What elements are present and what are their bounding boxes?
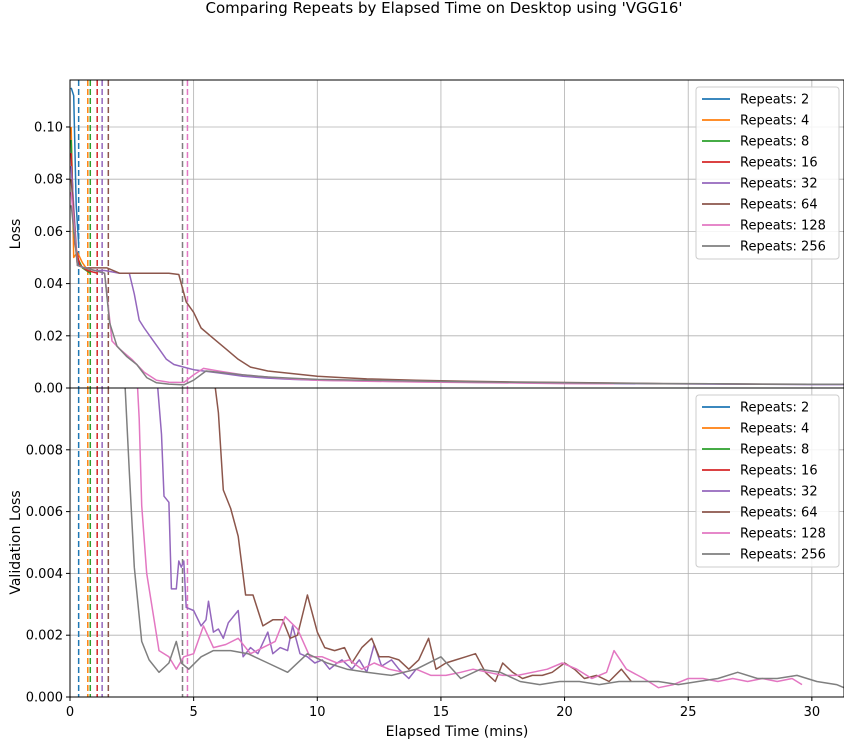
legend-label: Repeats: 256: [740, 548, 826, 563]
x-tick-label: 25: [680, 705, 697, 720]
y-tick-label: 0.00: [34, 382, 63, 397]
legend-label: Repeats: 32: [740, 485, 818, 500]
y-tick-label: 0.002: [26, 629, 63, 644]
y-tick-label: 0.006: [26, 505, 63, 520]
validation-loss-y-axis-label: Validation Loss: [8, 490, 24, 594]
legend-label: Repeats: 4: [740, 422, 809, 437]
series-line-repeats-128: [70, 192, 615, 385]
x-tick-label: 30: [804, 705, 821, 720]
legend-label: Repeats: 2: [740, 93, 809, 108]
legend-label: Repeats: 8: [740, 135, 809, 150]
y-tick-label: 0.04: [34, 277, 63, 292]
y-tick-label: 0.004: [26, 567, 63, 582]
legend-box: [695, 394, 840, 568]
plot-frame: [69, 387, 844, 698]
y-tick-label: 0.06: [34, 225, 63, 240]
legend-box: [695, 86, 840, 260]
legend-label: Repeats: 16: [740, 156, 818, 171]
legend-label: Repeats: 32: [740, 177, 818, 192]
y-tick-label: 0.008: [26, 443, 63, 458]
legend-label: Repeats: 8: [740, 443, 809, 458]
y-tick-label: 0.08: [34, 173, 63, 188]
legend-label: Repeats: 256: [740, 240, 826, 255]
series-line-repeats-64: [214, 388, 632, 683]
x-tick-label: 20: [556, 705, 573, 720]
series-line-repeats-32: [156, 388, 417, 680]
y-tick-label: 0.10: [34, 120, 63, 135]
validation-loss-panel: 0.000 0.002 0.004 0.006 0.008 0 5 10 15 20 25 30 Rep…: [26, 387, 844, 720]
y-tick-label: 0.02: [34, 329, 63, 344]
x-tick-label: 15: [433, 705, 450, 720]
legend-label: Repeats: 4: [740, 114, 809, 129]
x-tick-label: 0: [66, 705, 74, 720]
x-tick-label: 10: [309, 705, 326, 720]
legend-label: Repeats: 128: [740, 527, 826, 542]
x-tick-label: 5: [190, 705, 198, 720]
series-line-repeats-2: [70, 87, 80, 245]
x-axis-label: Elapsed Time (mins): [386, 724, 529, 739]
legend-label: Repeats: 64: [740, 506, 818, 521]
legend-label: Repeats: 2: [740, 401, 809, 416]
chart-title: Comparing Repeats by Elapsed Time on Des…: [205, 0, 682, 17]
series-line-repeats-256: [124, 388, 844, 689]
legend: Repeats: 2 Repeats: 4 Repeats: 8 Repeats: 1…: [695, 86, 840, 260]
legend: Repeats: 2 Repeats: 4 Repeats: 8 Repeats: 1…: [695, 394, 840, 568]
legend-label: Repeats: 64: [740, 198, 818, 213]
series-line-repeats-256: [70, 205, 844, 386]
y-tick-label: 0.000: [26, 691, 63, 706]
legend-label: Repeats: 16: [740, 464, 818, 479]
loss-y-axis-label: Loss: [8, 219, 24, 250]
legend-label: Repeats: 128: [740, 219, 826, 234]
